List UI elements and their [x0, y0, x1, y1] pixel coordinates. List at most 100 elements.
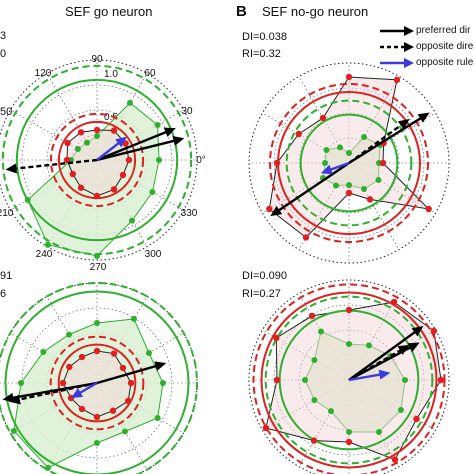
go-data-point: [154, 122, 161, 128]
preferred-arrow-head: [407, 342, 420, 353]
preferred-arrow-head: [172, 136, 185, 146]
nogo-data-point: [345, 73, 353, 81]
angle-label-240: 240: [36, 249, 53, 260]
nogo-data-point: [66, 363, 73, 371]
opposite-arrow-head: [397, 118, 410, 130]
go-data-point: [346, 341, 352, 347]
rule-direction-arrow: [348, 373, 382, 382]
angle-labels-top-left: 90 60 30 0° 330 300 270 240 210 120 1.0 …: [0, 54, 206, 273]
go-data-point: [318, 328, 324, 335]
nogo-data-point: [109, 407, 117, 414]
preferred-arrow-head: [270, 205, 283, 217]
opposite-arrow-head: [8, 394, 21, 405]
go-data-point: [66, 331, 72, 338]
preferred-direction-arrow: [96, 139, 176, 162]
go-data-point: [311, 357, 318, 363]
rule-direction-arrow: [96, 141, 121, 161]
nogo-data-point: [345, 306, 353, 314]
left-bottom-stat-1: 91: [0, 270, 13, 282]
grid-circle-outer: [0, 59, 198, 261]
left-bottom-stat-2: 6: [0, 288, 7, 300]
nogo-data-point: [302, 234, 310, 241]
opposite-direction-arrow: [14, 158, 98, 170]
nogo-mean-ring: [57, 343, 137, 423]
go-data-point: [361, 134, 367, 141]
grid-circle-inner: [21, 307, 173, 459]
preferred-arrow-head: [154, 361, 167, 371]
go-data-point: [337, 144, 343, 151]
go-data-point: [149, 189, 156, 195]
rule-direction-arrow: [78, 381, 98, 395]
right-bottom-di: DI=0.090: [242, 270, 287, 282]
go-data-point: [402, 377, 408, 383]
go-data-point: [122, 428, 128, 435]
rule-arrow-head: [115, 136, 127, 148]
nogo-data-point: [64, 139, 71, 147]
go-data-point: [397, 407, 404, 413]
go-data-point: [328, 408, 334, 415]
nogo-data-point: [93, 126, 101, 134]
preferred-direction-arrow: [96, 364, 158, 385]
preferred-arrow-head: [417, 112, 430, 123]
go-data-point: [45, 241, 51, 248]
left-top-stat-1: 3: [0, 30, 7, 42]
go-data-point: [45, 464, 51, 471]
left-top-stat-2: 0: [0, 48, 7, 60]
nogo-sd-ring: [252, 283, 446, 474]
nogo-data-point: [262, 424, 270, 432]
angle-label-210: 210: [0, 208, 14, 219]
nogo-data-point: [125, 156, 133, 164]
opposite-direction-arrow: [348, 123, 404, 164]
nogo-data-point: [308, 312, 316, 320]
right-panel-title: SEF no-go neuron: [262, 4, 369, 19]
nogo-data-point: [59, 379, 67, 387]
nogo-data-point: [63, 156, 71, 164]
angle-label-0: 0°: [196, 155, 206, 166]
go-sd-ring: [264, 295, 434, 465]
go-data-point: [131, 315, 137, 322]
nogo-data-point: [124, 397, 132, 405]
go-data-point: [84, 139, 90, 146]
angle-label-60: 60: [144, 68, 156, 79]
go-data-point: [302, 377, 308, 383]
nogo-data-point: [266, 205, 273, 213]
nogo-data-point: [319, 114, 327, 122]
nogo-data-point: [93, 413, 101, 421]
grid-circle-inner: [21, 84, 173, 236]
nogo-data-point: [93, 192, 101, 200]
nogo-data-point: [413, 415, 420, 423]
nogo-data-point: [77, 184, 85, 191]
angle-label-90: 90: [91, 54, 103, 65]
go-data-point: [24, 197, 31, 203]
right-top-di: DI=0.038: [242, 31, 287, 43]
legend-rule-head: [404, 58, 414, 68]
go-data-point: [376, 428, 382, 435]
preferred-direction-arrow: [277, 162, 350, 213]
radius-label-05: 0.5: [104, 112, 118, 123]
go-data-point: [323, 147, 330, 153]
opposite-direction-arrow: [17, 381, 98, 402]
nogo-sd-ring: [49, 112, 145, 208]
nogo-data-point: [69, 170, 76, 178]
nogo-data-point: [425, 205, 432, 213]
go-sd-ring: [285, 99, 413, 227]
go-data-point: [94, 440, 100, 446]
polar-panel-top-right: [248, 62, 450, 264]
go-data-point: [40, 349, 47, 355]
go-mean-ring: [299, 113, 399, 213]
legend-preferred-head: [404, 26, 414, 36]
rule-arrow-head: [378, 369, 391, 380]
grid-circle-outer: [248, 62, 450, 264]
nogo-data-point: [391, 456, 399, 463]
legend-opposite-head: [404, 42, 414, 52]
nogo-data-point: [93, 347, 101, 355]
nogo-data-point: [437, 376, 445, 384]
angle-label-120: 120: [35, 68, 52, 79]
nogo-data-point: [273, 376, 281, 384]
go-data-point: [145, 350, 152, 356]
left-top-angle-fragment: 50: [0, 106, 13, 118]
nogo-data-point: [127, 379, 135, 387]
go-mean-ring: [15, 78, 179, 242]
panel-letter-b: B: [236, 3, 247, 20]
